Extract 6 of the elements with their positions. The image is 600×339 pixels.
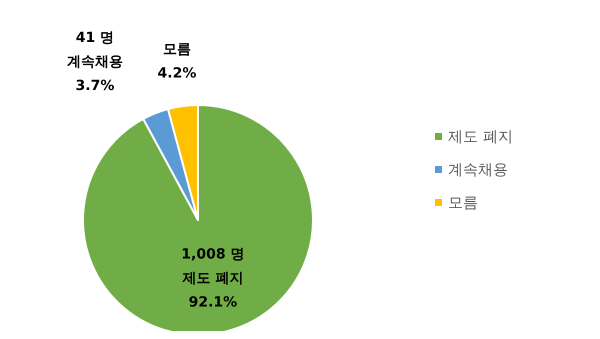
data-label: 모름 4.2% xyxy=(158,41,196,82)
data-label: 41 명 계속채용 3.7% xyxy=(66,30,123,94)
legend-label: 계속채용 xyxy=(448,160,508,178)
legend-label: 제도 폐지 xyxy=(448,128,513,146)
legend-label: 모름 xyxy=(448,194,478,212)
data-label: 1,008 명 제도 폐지 92.1% xyxy=(181,246,244,311)
